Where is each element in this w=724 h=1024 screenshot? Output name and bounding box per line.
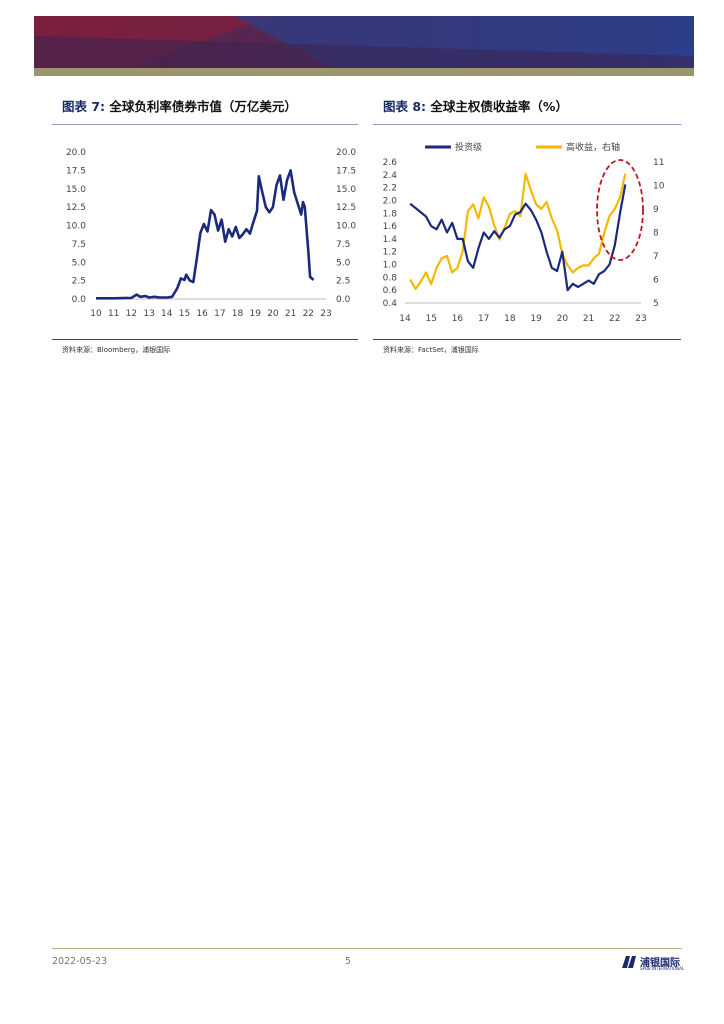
legend-label: 高收益，右轴 — [566, 141, 620, 153]
series-line-high-yield — [409, 172, 627, 290]
y-left-tick-label: 1.6 — [383, 222, 398, 232]
logo-subtext: SPDB INTERNATIONAL — [640, 966, 685, 971]
x-tick-label: 18 — [504, 314, 516, 324]
figure7-title-text: 全球负利率债券市值（万亿美元） — [109, 99, 297, 114]
y-right-tick-label: 10 — [653, 182, 665, 192]
x-tick-label: 15 — [179, 309, 190, 319]
x-tick-label: 22 — [303, 309, 314, 319]
x-tick-label: 13 — [143, 309, 154, 319]
y-left-tick-label: 10.0 — [66, 222, 86, 232]
x-tick-label: 22 — [609, 314, 620, 324]
y-left-tick-label: 17.5 — [66, 166, 86, 176]
highlight-ellipse — [596, 159, 644, 261]
y-right-tick-label: 17.5 — [336, 166, 356, 176]
figure8-top-rule — [373, 124, 681, 125]
y-left-tick-label: 2.6 — [383, 158, 398, 168]
x-tick-label: 23 — [635, 314, 646, 324]
x-tick-label: 21 — [583, 314, 594, 324]
x-tick-label: 16 — [452, 314, 464, 324]
y-right-tick-label: 7 — [653, 252, 659, 262]
y-left-tick-label: 1.4 — [383, 235, 398, 245]
y-right-tick-label: 5.0 — [336, 258, 351, 268]
footer-date: 2022-05-23 — [52, 956, 108, 967]
y-right-tick-label: 8 — [653, 229, 659, 239]
header-banner — [34, 16, 694, 76]
y-right-tick-label: 0.0 — [336, 295, 351, 305]
figure8-source: 资料来源：FactSet，浦银国际 — [383, 346, 479, 354]
x-tick-label: 23 — [320, 309, 331, 319]
x-tick-label: 17 — [214, 309, 225, 319]
y-left-tick-label: 1.0 — [383, 261, 398, 271]
company-logo: 浦银国际 SPDB INTERNATIONAL — [620, 954, 685, 974]
figure8-title-text: 全球主权债收益率（%） — [430, 99, 568, 114]
y-left-tick-label: 1.8 — [383, 209, 398, 219]
figure8-chart: 0.4 0.6 0.8 1.0 1.2 1.4 1.6 1.8 2.0 2.2 2.4 2.6 5 6 7 8… — [383, 141, 665, 324]
x-tick-label: 11 — [108, 309, 119, 319]
x-tick-label: 10 — [90, 309, 102, 319]
y-left-tick-label: 0.0 — [72, 295, 87, 305]
figure7-source: 资料来源：Bloomberg，浦银国际 — [62, 346, 171, 354]
y-left-tick-label: 0.6 — [383, 286, 398, 296]
x-tick-label: 15 — [425, 314, 436, 324]
y-left-tick-label: 2.0 — [383, 196, 398, 206]
y-right-tick-label: 15.0 — [336, 185, 356, 195]
logo-mark-icon — [622, 956, 636, 968]
figure7-label: 图表 7: — [62, 99, 106, 114]
x-tick-label: 20 — [557, 314, 569, 324]
y-right-tick-label: 11 — [653, 158, 664, 168]
page-number: 5 — [345, 956, 352, 967]
y-left-tick-label: 20.0 — [66, 148, 86, 158]
y-left-tick-label: 0.8 — [383, 273, 398, 283]
y-right-tick-label: 7.5 — [336, 240, 350, 250]
y-left-tick-label: 2.5 — [72, 277, 86, 287]
y-right-tick-label: 5 — [653, 299, 659, 309]
x-tick-label: 14 — [161, 309, 173, 319]
y-left-tick-label: 12.5 — [66, 203, 86, 213]
x-tick-label: 20 — [267, 309, 279, 319]
x-tick-label: 14 — [399, 314, 411, 324]
y-right-tick-label: 2.5 — [336, 277, 350, 287]
figure7-bottom-rule — [52, 339, 358, 340]
x-tick-label: 12 — [126, 309, 137, 319]
figure8-label: 图表 8: — [383, 99, 427, 114]
figure8-title: 图表 8: 全球主权债收益率（%） — [383, 96, 568, 115]
y-right-tick-label: 10.0 — [336, 222, 356, 232]
y-right-tick-label: 6 — [653, 276, 659, 286]
legend-label: 投资级 — [455, 141, 482, 153]
x-tick-label: 21 — [285, 309, 296, 319]
y-right-tick-label: 9 — [653, 205, 659, 215]
series-line-investment-grade — [409, 184, 627, 292]
y-left-tick-label: 7.5 — [72, 240, 86, 250]
series-line-negative-yield-bonds — [96, 169, 315, 300]
x-tick-label: 16 — [196, 309, 208, 319]
x-tick-label: 19 — [250, 309, 262, 319]
y-right-tick-label: 20.0 — [336, 148, 356, 158]
footer-rule — [52, 948, 682, 949]
logo-text: 浦银国际 — [640, 958, 680, 969]
figure7-chart: 0.0 2.5 5.0 7.5 10.0 12.5 15.0 17.5 20.0 0.0 2.5 5.… — [66, 148, 356, 319]
y-left-tick-label: 0.4 — [383, 299, 398, 309]
y-left-tick-label: 2.2 — [383, 184, 397, 194]
y-left-tick-label: 2.4 — [383, 171, 398, 181]
y-left-tick-label: 1.2 — [383, 248, 397, 258]
x-tick-label: 19 — [530, 314, 542, 324]
y-left-tick-label: 15.0 — [66, 185, 86, 195]
x-tick-label: 18 — [232, 309, 244, 319]
y-right-tick-label: 12.5 — [336, 203, 356, 213]
x-tick-label: 17 — [478, 314, 489, 324]
figure7-top-rule — [52, 124, 358, 125]
figure7-title: 图表 7: 全球负利率债券市值（万亿美元） — [62, 96, 297, 115]
figure8-bottom-rule — [373, 339, 681, 340]
y-left-tick-label: 5.0 — [72, 258, 87, 268]
